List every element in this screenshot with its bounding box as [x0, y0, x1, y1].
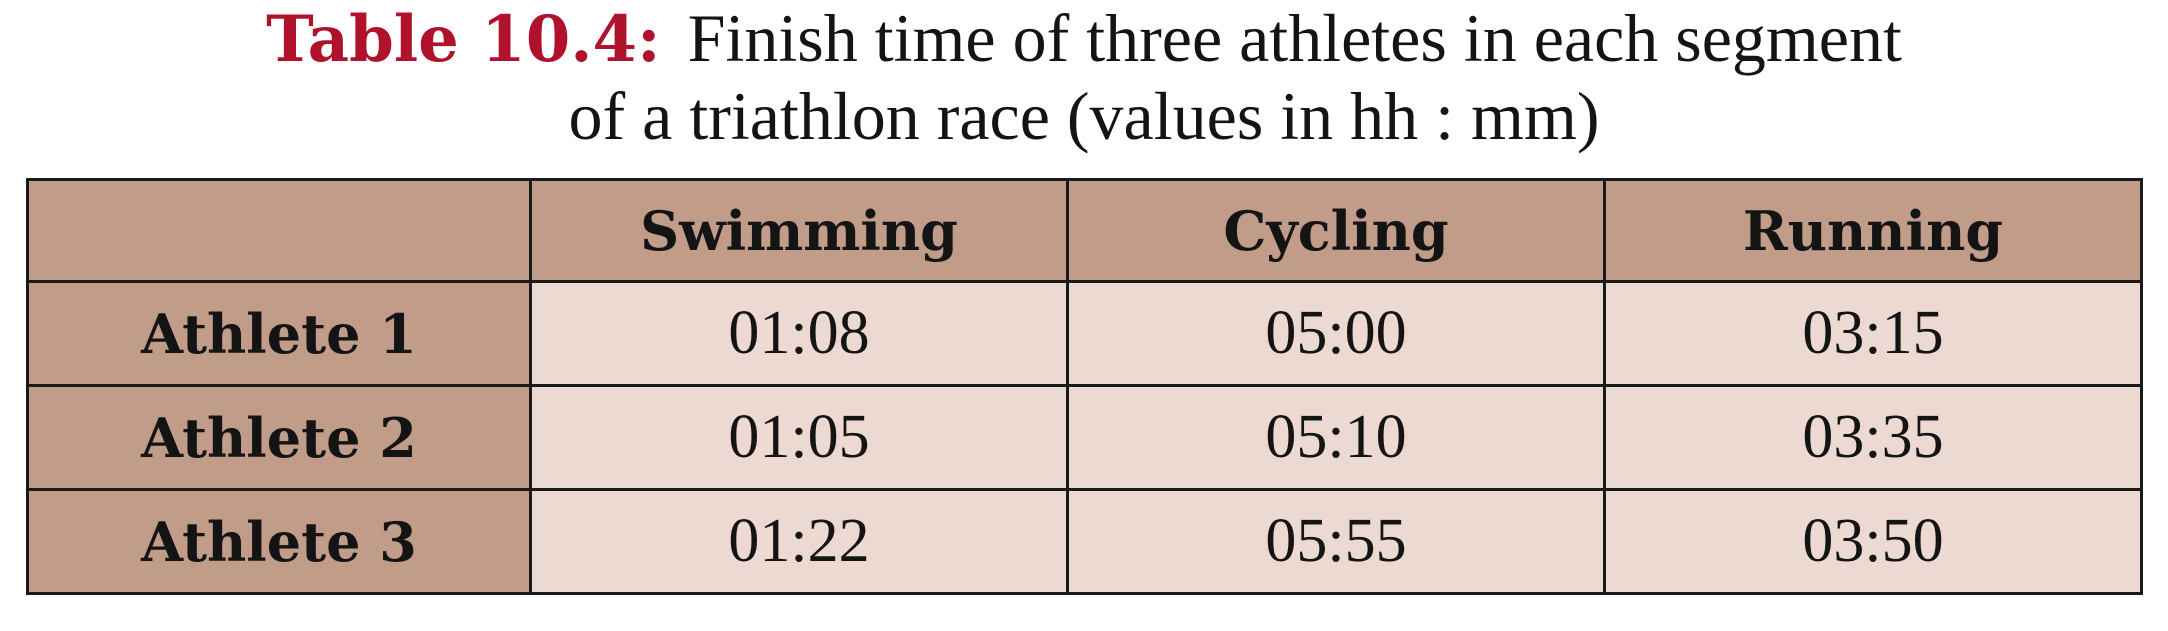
- cell-athlete-2-swimming: 01:05: [529, 384, 1069, 491]
- row-header-athlete-2: Athlete 2: [26, 384, 532, 491]
- finish-time-table: Swimming Cycling Running Athlete 1 01:08…: [26, 178, 2143, 595]
- cell-athlete-1-cycling: 05:00: [1066, 280, 1606, 387]
- column-header-swimming: Swimming: [529, 178, 1069, 283]
- cell-athlete-3-cycling: 05:55: [1066, 488, 1606, 595]
- caption-label: Table 10.4:: [266, 2, 661, 77]
- cell-athlete-2-cycling: 05:10: [1066, 384, 1606, 491]
- column-header-running: Running: [1603, 178, 2143, 283]
- table-caption: Table 10.4: Finish time of three athlete…: [0, 0, 2168, 154]
- caption-text-line-2: of a triathlon race (values in hh : mm): [568, 78, 1600, 154]
- cell-athlete-3-running: 03:50: [1603, 488, 2143, 595]
- cell-athlete-1-swimming: 01:08: [529, 280, 1069, 387]
- row-header-athlete-1: Athlete 1: [26, 280, 532, 387]
- caption-text-line-1: Finish time of three athletes in each se…: [687, 0, 1902, 76]
- table-header-row: Swimming Cycling Running: [26, 178, 2143, 283]
- row-header-athlete-3: Athlete 3: [26, 488, 532, 595]
- table-row: Athlete 2 01:05 05:10 03:35: [26, 384, 2143, 491]
- cell-athlete-1-running: 03:15: [1603, 280, 2143, 387]
- table-row: Athlete 1 01:08 05:00 03:15: [26, 280, 2143, 387]
- corner-cell: [26, 178, 532, 283]
- table-row: Athlete 3 01:22 05:55 03:50: [26, 488, 2143, 595]
- cell-athlete-2-running: 03:35: [1603, 384, 2143, 491]
- column-header-cycling: Cycling: [1066, 178, 1606, 283]
- cell-athlete-3-swimming: 01:22: [529, 488, 1069, 595]
- caption-line-1: Table 10.4: Finish time of three athlete…: [0, 0, 2168, 78]
